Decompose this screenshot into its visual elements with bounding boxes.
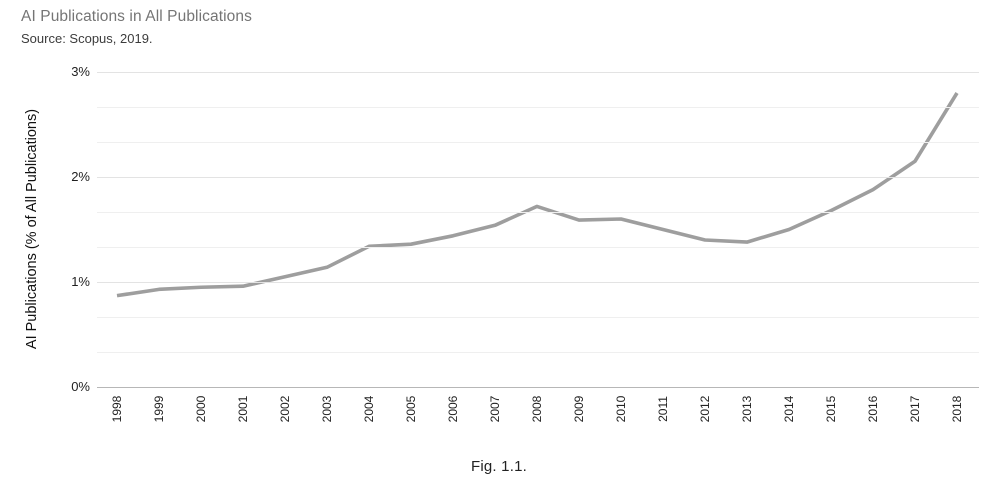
- x-tick-label: 2006: [446, 395, 460, 423]
- y-axis-title: AI Publications (% of All Publications): [24, 108, 40, 350]
- figure-caption: Fig. 1.1.: [471, 458, 527, 475]
- data-line: [116, 92, 959, 298]
- gridline: [97, 212, 979, 213]
- x-tick-label: 1999: [152, 395, 166, 423]
- x-tick-label: 2012: [698, 395, 712, 423]
- y-tick-label: 1%: [71, 274, 90, 289]
- x-tick-label: 2009: [572, 395, 586, 423]
- gridline: [97, 177, 979, 178]
- x-tick-label: 2013: [740, 395, 754, 423]
- x-tick-label: 1998: [110, 395, 124, 423]
- y-tick-label: 0%: [71, 379, 90, 394]
- gridline: [97, 317, 979, 318]
- x-tick-label: 2016: [866, 395, 880, 423]
- x-tick-label: 2001: [236, 395, 250, 423]
- x-tick-label: 2018: [950, 395, 964, 423]
- x-tick-label: 2005: [404, 395, 418, 423]
- x-tick-label: 2004: [362, 395, 376, 423]
- data-line-svg: [116, 92, 959, 298]
- x-tick-label: 2008: [530, 395, 544, 423]
- x-tick-label: 2007: [488, 395, 502, 423]
- chart-title: AI Publications in All Publications: [21, 8, 252, 25]
- y-tick-label: 3%: [71, 64, 90, 79]
- x-tick-label: 2011: [656, 396, 670, 422]
- x-tick-label: 2014: [782, 395, 796, 423]
- y-tick-label: 2%: [71, 169, 90, 184]
- gridline: [97, 247, 979, 248]
- gridline: [97, 352, 979, 353]
- chart-source: Source: Scopus, 2019.: [21, 31, 153, 46]
- gridline: [97, 72, 979, 73]
- x-tick-label: 2015: [824, 395, 838, 423]
- x-tick-label: 2002: [278, 395, 292, 423]
- x-tick-label: 2003: [320, 395, 334, 423]
- gridline: [97, 107, 979, 108]
- x-tick-label: 2017: [908, 395, 922, 423]
- plot-area: [97, 72, 979, 388]
- x-axis-baseline: [97, 387, 979, 388]
- gridline: [97, 282, 979, 283]
- x-tick-label: 2010: [614, 395, 628, 423]
- x-tick-label: 2000: [194, 395, 208, 423]
- gridline: [97, 142, 979, 143]
